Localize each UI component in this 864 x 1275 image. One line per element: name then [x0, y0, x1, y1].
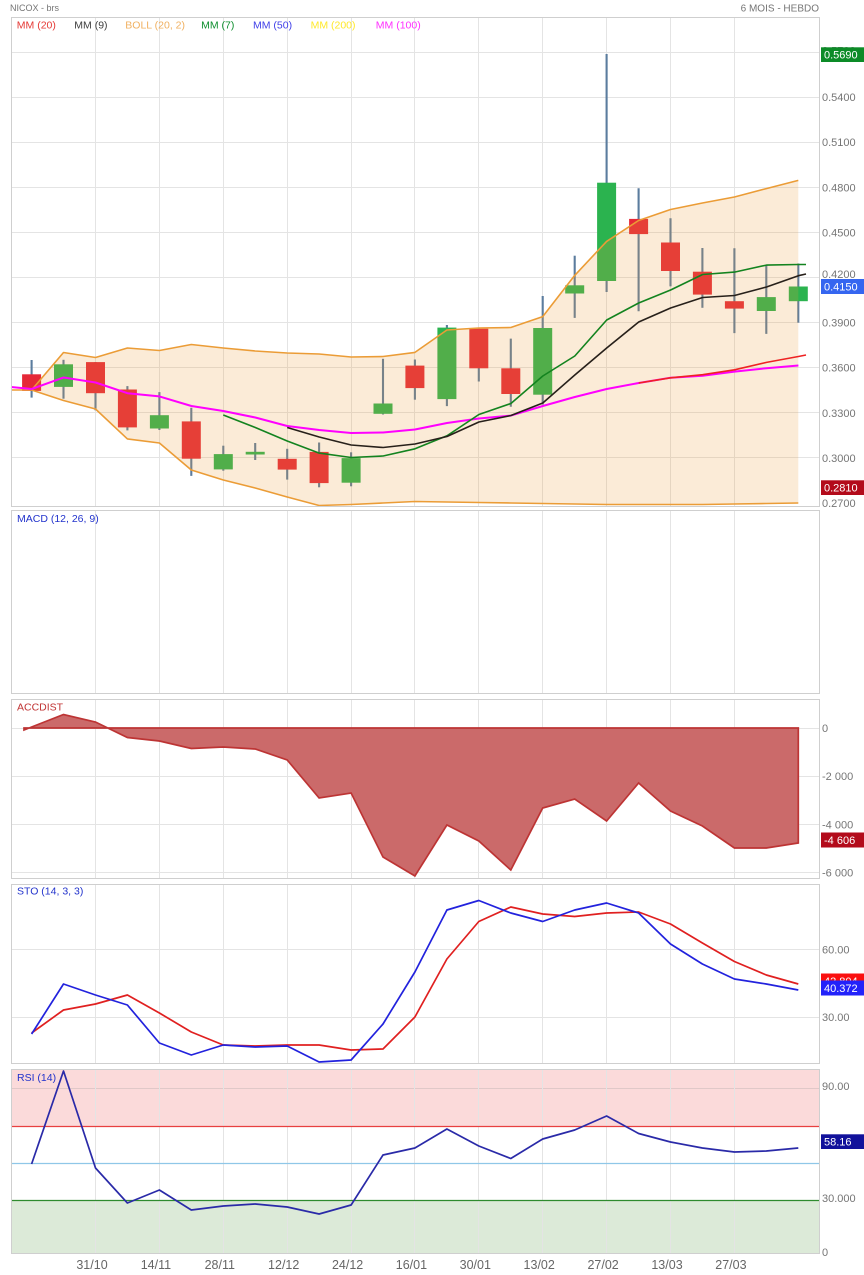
svg-text:30.000: 30.000	[822, 1193, 856, 1205]
svg-text:0.5690: 0.5690	[824, 50, 858, 62]
svg-text:0.4800: 0.4800	[822, 182, 856, 194]
svg-text:NICOX - brs: NICOX - brs	[10, 3, 60, 13]
svg-text:13/03: 13/03	[651, 1258, 682, 1272]
svg-text:27/03: 27/03	[715, 1258, 746, 1272]
svg-text:-2 000: -2 000	[822, 771, 853, 783]
svg-text:MM (20): MM (20)	[17, 20, 56, 32]
svg-text:0.2810: 0.2810	[824, 483, 858, 495]
svg-text:28/11: 28/11	[205, 1258, 235, 1272]
svg-text:0.3600: 0.3600	[822, 363, 856, 375]
svg-text:30.00: 30.00	[822, 1012, 850, 1024]
svg-text:0: 0	[822, 723, 828, 735]
svg-text:BOLL (20, 2): BOLL (20, 2)	[125, 20, 185, 32]
svg-text:MM (100): MM (100)	[376, 20, 421, 32]
svg-text:14/11: 14/11	[141, 1258, 171, 1272]
svg-text:6 MOIS - HEBDO: 6 MOIS - HEBDO	[741, 4, 820, 15]
svg-text:MM (200): MM (200)	[311, 20, 356, 32]
svg-text:MACD (12, 26, 9): MACD (12, 26, 9)	[17, 513, 99, 525]
svg-text:-6 000: -6 000	[822, 868, 853, 880]
svg-text:0.3900: 0.3900	[822, 318, 856, 330]
svg-text:0.5400: 0.5400	[822, 92, 856, 104]
svg-text:0.4150: 0.4150	[824, 282, 858, 294]
svg-text:0.2700: 0.2700	[822, 498, 856, 510]
svg-text:MM (50): MM (50)	[253, 20, 292, 32]
svg-text:0: 0	[822, 1247, 828, 1259]
svg-text:13/02: 13/02	[524, 1258, 555, 1272]
svg-text:12/12: 12/12	[268, 1258, 299, 1272]
svg-text:40.372: 40.372	[824, 983, 858, 995]
svg-text:MM (9): MM (9)	[74, 20, 107, 32]
svg-text:30/01: 30/01	[460, 1258, 491, 1272]
svg-text:0.3000: 0.3000	[822, 453, 856, 465]
svg-text:-4 000: -4 000	[822, 819, 853, 831]
svg-text:58.16: 58.16	[824, 1137, 852, 1149]
svg-text:24/12: 24/12	[332, 1258, 363, 1272]
svg-text:ACCDIST: ACCDIST	[17, 702, 64, 714]
svg-text:31/10: 31/10	[76, 1258, 107, 1272]
svg-text:90.00: 90.00	[822, 1081, 850, 1093]
svg-text:0.4200: 0.4200	[822, 269, 856, 281]
svg-text:27/02: 27/02	[587, 1258, 618, 1272]
svg-text:-4 606: -4 606	[824, 835, 855, 847]
svg-text:0.3300: 0.3300	[822, 408, 856, 420]
svg-text:60.00: 60.00	[822, 945, 850, 957]
svg-text:STO (14, 3, 3): STO (14, 3, 3)	[17, 886, 83, 898]
svg-text:16/01: 16/01	[396, 1258, 427, 1272]
svg-text:0.5100: 0.5100	[822, 137, 856, 149]
svg-text:0.4500: 0.4500	[822, 227, 856, 239]
svg-text:RSI (14): RSI (14)	[17, 1072, 56, 1084]
svg-text:MM (7): MM (7)	[201, 20, 234, 32]
